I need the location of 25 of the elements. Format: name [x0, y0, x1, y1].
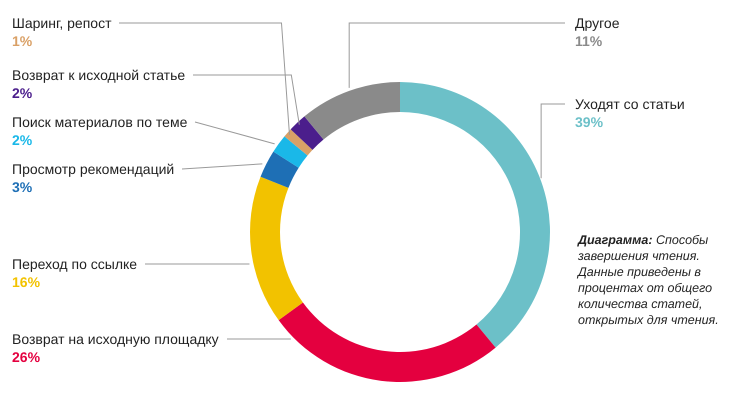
slice-label: Шаринг, репост: [12, 15, 112, 31]
donut-slice: [250, 176, 303, 320]
data-label: 1%: [12, 32, 34, 50]
slice-label: Поиск материалов по теме: [12, 114, 188, 130]
slice-label: Возврат к исходной статье: [12, 67, 186, 83]
donut-slice: [260, 152, 299, 188]
data-label: 16%: [12, 273, 42, 291]
data-label: 2%: [12, 84, 34, 102]
data-label: 2%: [12, 131, 34, 149]
donut-slice: [284, 129, 313, 156]
slice-label: Другое: [575, 15, 620, 31]
slice-label: Просмотр рекомендаций: [12, 161, 174, 177]
donut-slice: [278, 302, 496, 382]
donut-slice: [304, 82, 400, 140]
slice-label: Уходят со статьи: [575, 96, 685, 112]
donut-slice: [400, 82, 550, 348]
donut-slice: [290, 116, 324, 150]
data-label: 11%: [575, 32, 604, 50]
data-label: 3%: [12, 178, 34, 196]
slice-label: Возврат на исходную площадку: [12, 331, 219, 347]
slice-label: Переход по ссылке: [12, 256, 138, 272]
data-label: 26%: [12, 348, 42, 366]
data-label: 39%: [575, 113, 604, 131]
text: Диаграмма: Способы завершения чтения. Данные приведены в процентах от общего количества статей, открытых для чтения.: [578, 232, 720, 328]
donut-slice: [273, 136, 308, 168]
